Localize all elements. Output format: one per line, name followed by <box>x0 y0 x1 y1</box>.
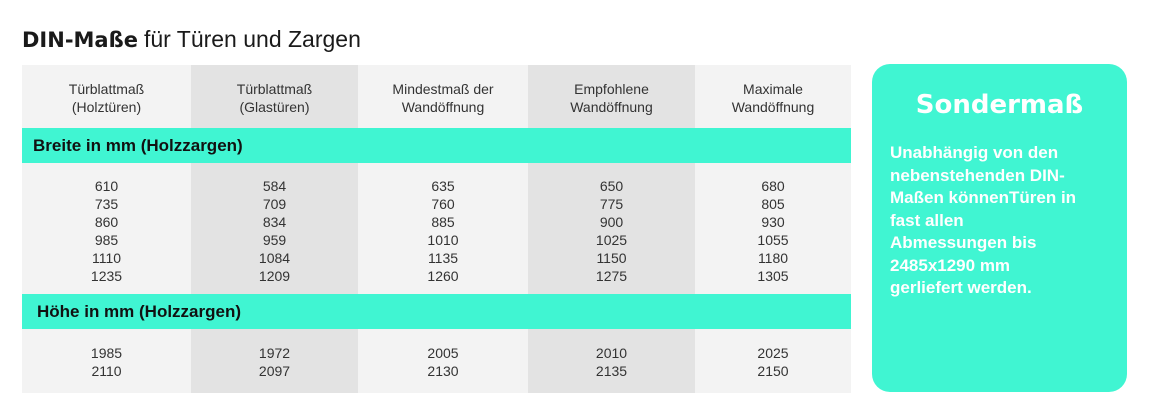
page-title: DIN-Maße für Türen und Zargen <box>22 26 361 53</box>
column-header-line: Maximale <box>743 80 803 97</box>
table-cell-value: 2010 <box>595 345 628 361</box>
value-column: 650 775 900 1025 1150 1275 <box>528 163 695 294</box>
value-column: 584 709 834 959 1084 1209 <box>191 163 358 294</box>
table-cell-value: 650 <box>599 177 624 194</box>
panel-text-line: nebenstehenden DIN- <box>890 165 1065 185</box>
table-cell-value: 1209 <box>258 267 291 284</box>
table-cell-value: 900 <box>599 213 624 230</box>
column-header-maximal: Maximale Wandöffnung <box>695 65 851 128</box>
page-title-rest: für Türen und Zargen <box>143 26 361 52</box>
panel-text-line: 2485x1290 mm <box>890 255 1011 275</box>
table-cell-value: 775 <box>599 195 624 212</box>
value-column: 2010 2135 <box>528 329 695 393</box>
column-header-glastueren: Türblattmaß (Glastüren) <box>191 65 358 128</box>
table-header-row: Türblattmaß (Holztüren) Türblattmaß (Gla… <box>22 65 851 128</box>
table-cell-value: 1110 <box>91 249 122 266</box>
value-column: 610 735 860 985 1110 1235 <box>22 163 191 294</box>
value-column: 1972 2097 <box>191 329 358 393</box>
table-cell-value: 805 <box>761 195 785 212</box>
column-header-line: (Holztüren) <box>71 98 142 115</box>
table-cell-value: 885 <box>431 213 455 230</box>
value-column: 680 805 930 1055 1180 1305 <box>695 163 851 294</box>
value-column: 635 760 885 1010 1135 1260 <box>358 163 528 294</box>
value-column: 2005 2130 <box>358 329 528 393</box>
table-cell-value: 930 <box>761 213 785 230</box>
table-cell-value: 2130 <box>427 363 459 379</box>
table-cell-value: 1275 <box>595 267 628 284</box>
table-cell-value: 1305 <box>757 267 789 284</box>
table-cell-value: 2150 <box>757 363 789 379</box>
din-table: Türblattmaß (Holztüren) Türblattmaß (Gla… <box>22 65 851 393</box>
column-header-holztueren: Türblattmaß (Holztüren) <box>22 65 191 128</box>
column-header-line: (Glastüren) <box>239 98 310 115</box>
value-column: 1985 2110 <box>22 329 191 393</box>
table-cell-value: 2025 <box>757 345 789 361</box>
table-cell-value: 584 <box>262 177 287 194</box>
column-header-line: Empfohlene <box>574 80 649 97</box>
column-header-line: Mindestmaß der <box>392 80 494 97</box>
table-cell-value: 860 <box>94 213 119 230</box>
column-header-line: Wandöffnung <box>570 98 653 115</box>
table-cell-value: 2097 <box>258 363 291 379</box>
panel-text-line: Abmessungen bis <box>890 233 1037 252</box>
panel-text-line: gerliefert werden. <box>890 278 1032 297</box>
table-cell-value: 2005 <box>427 345 459 361</box>
panel-text-line: Maßen könnenTüren in <box>890 188 1077 207</box>
table-cell-value: 1260 <box>427 267 459 284</box>
table-cell-value: 1985 <box>90 345 123 361</box>
table-cell-value: 1055 <box>757 231 789 248</box>
table-cell-value: 2135 <box>595 363 628 379</box>
table-row-hoehe: 1985 2110 1972 2097 2005 2130 2010 2135 2025… <box>22 329 851 393</box>
sondermass-panel: Sondermaß Unabhängig von den nebenstehen… <box>872 64 1127 392</box>
panel-title: Sondermaß <box>915 90 1084 120</box>
page-title-bold: DIN-Maße <box>22 28 138 52</box>
column-header-line: Wandöffnung <box>731 98 815 115</box>
table-cell-value: 1150 <box>596 249 627 266</box>
table-cell-value: 2110 <box>91 363 122 379</box>
column-header-line: Türblattmaß <box>68 80 145 97</box>
table-cell-value: 680 <box>761 177 785 194</box>
table-cell-value: 1180 <box>757 249 789 266</box>
panel-text-line: Unabhängig von den <box>890 143 1059 162</box>
table-cell-value: 1135 <box>427 249 459 266</box>
column-header-line: Wandöffnung <box>401 98 485 115</box>
table-cell-value: 1084 <box>258 249 291 266</box>
table-row-breite: 610 735 860 985 1110 1235 584 709 834 959 1084 120… <box>22 163 851 294</box>
section-header-hoehe: Höhe in mm (Holzzargen) <box>22 294 851 329</box>
column-header-line: Türblattmaß <box>236 80 313 97</box>
table-cell-value: 1972 <box>258 345 291 361</box>
column-header-mindestmass: Mindestmaß der Wandöffnung <box>358 65 528 128</box>
table-cell-value: 959 <box>262 231 287 248</box>
table-cell-value: 610 <box>94 177 119 194</box>
panel-text-line: fast allen <box>890 210 964 230</box>
panel-text: Unabhängig von den nebenstehenden DIN- M… <box>890 142 1109 300</box>
column-header-empfohlen: Empfohlene Wandöffnung <box>528 65 695 128</box>
table-cell-value: 760 <box>431 195 455 212</box>
table-cell-value: 709 <box>262 195 287 212</box>
table-cell-value: 735 <box>94 195 119 212</box>
table-cell-value: 635 <box>431 177 455 194</box>
table-cell-value: 985 <box>94 231 119 248</box>
section-header-breite: Breite in mm (Holzzargen) <box>22 128 851 163</box>
table-cell-value: 1235 <box>90 267 123 284</box>
table-cell-value: 1010 <box>427 231 459 248</box>
value-column: 2025 2150 <box>695 329 851 393</box>
table-cell-value: 834 <box>262 213 287 230</box>
table-cell-value: 1025 <box>595 231 628 248</box>
